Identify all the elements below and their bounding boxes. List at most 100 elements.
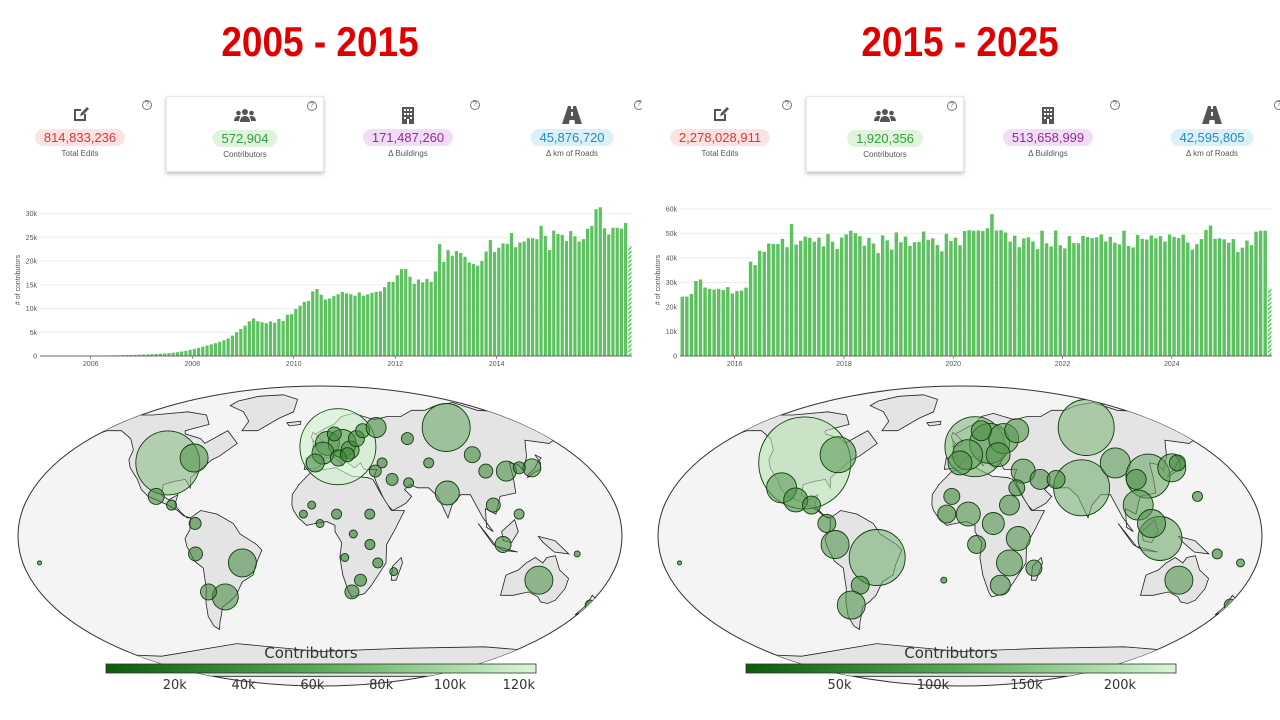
bar	[803, 236, 807, 356]
building-icon	[330, 106, 486, 126]
bar	[1217, 238, 1222, 356]
help-icon[interactable]: ?	[782, 100, 792, 110]
world-map-bubbles: Contributors 50k 100k 150k 200k	[657, 385, 1263, 693]
bar	[547, 250, 552, 356]
bar	[798, 240, 803, 356]
stat-card[interactable]: ? 45,876,720 Δ km of Roads	[494, 96, 650, 170]
bar	[590, 225, 594, 356]
bar	[120, 355, 125, 356]
bar	[716, 288, 721, 356]
stat-value: 171,487,260	[362, 129, 454, 146]
bar	[332, 296, 336, 356]
contributor-bubble	[339, 447, 355, 463]
help-icon[interactable]: ?	[142, 100, 152, 110]
bar	[689, 293, 694, 356]
x-tick-label: 2020	[945, 361, 961, 368]
bar	[1254, 231, 1258, 356]
bar	[201, 346, 205, 356]
contributor-bubble	[967, 535, 987, 554]
bar	[785, 247, 789, 356]
contributor-bubble	[37, 560, 42, 566]
bar	[235, 332, 239, 356]
bar	[175, 352, 180, 356]
bar	[885, 240, 889, 356]
help-icon[interactable]: ?	[470, 100, 480, 110]
bar	[1245, 240, 1249, 356]
contributor-bubble	[1005, 526, 1031, 551]
bar	[844, 234, 848, 356]
bar	[862, 245, 867, 356]
panel-2005-2015: 2005 - 2015 ? 814,833,236 Total Edits? 572,…	[2, 18, 644, 693]
contributor-bubble	[836, 590, 866, 620]
contributor-bubble	[1211, 548, 1223, 560]
bar	[767, 243, 771, 356]
stat-cards: ? 2,278,028,911 Total Edits? 1,920,356 Contr…	[640, 96, 1280, 172]
bar	[808, 237, 812, 356]
contributor-bubble	[307, 500, 317, 510]
stat-card[interactable]: ? 814,833,236 Total Edits	[2, 96, 158, 170]
bar	[735, 291, 739, 356]
bar	[349, 294, 353, 356]
x-tick-label: 2022	[1055, 361, 1071, 368]
contributor-bubble	[955, 501, 981, 527]
y-tick-label: 30k	[666, 280, 678, 287]
world-map-bubbles: Contributors 20k 40k 60k 80k 100k 120k	[17, 385, 623, 693]
contributor-bubble	[1168, 454, 1186, 472]
bar	[256, 321, 260, 356]
bar	[192, 348, 196, 357]
y-tick-label: 20k	[666, 304, 678, 311]
contributor-bubble	[985, 442, 1011, 468]
contributor-bubble	[820, 530, 850, 559]
stat-card[interactable]: ? 2,278,028,911 Total Edits	[642, 96, 798, 170]
bar	[858, 236, 862, 356]
contributor-bubble	[376, 457, 388, 469]
bar	[903, 236, 908, 356]
stat-card[interactable]: ? 572,904 Contributors	[166, 96, 324, 172]
contributor-bubble	[434, 480, 460, 506]
bar	[476, 265, 480, 356]
bar	[958, 245, 962, 356]
bar	[1172, 236, 1176, 356]
contributor-bubble	[485, 497, 501, 513]
help-icon[interactable]: ?	[307, 101, 317, 111]
stat-card[interactable]: ? 1,920,356 Contributors	[806, 96, 964, 172]
contributor-bubble	[365, 417, 387, 438]
bar	[509, 232, 514, 356]
bar	[163, 353, 167, 356]
bar	[953, 237, 958, 356]
bar	[1017, 247, 1021, 356]
contributor-bubble	[981, 512, 1005, 535]
stat-card[interactable]: ? 171,487,260 Δ Buildings	[330, 96, 486, 170]
contributor-bubble	[211, 583, 239, 611]
land-iceland	[286, 420, 302, 427]
bar	[429, 281, 433, 356]
help-icon[interactable]: ?	[1110, 100, 1120, 110]
bar	[230, 335, 234, 356]
contributor-bubble	[819, 436, 857, 474]
bar	[1263, 230, 1267, 356]
bar	[556, 233, 560, 356]
bar	[721, 290, 725, 356]
bar	[1208, 225, 1213, 356]
bar	[912, 242, 917, 356]
period-title: 2005 - 2015	[221, 18, 419, 65]
stat-card[interactable]: ? 42,595,805 Δ km of Roads	[1134, 96, 1280, 170]
legend-tick: 200k	[1104, 678, 1137, 693]
bar	[1154, 238, 1158, 356]
bar	[1140, 238, 1144, 356]
bar	[1008, 241, 1012, 356]
help-icon[interactable]: ?	[947, 101, 957, 111]
contributor-bubble	[677, 560, 682, 566]
contributor-bubble	[147, 487, 165, 505]
contributor-bubble	[354, 573, 367, 587]
x-tick-label: 2014	[489, 361, 505, 368]
stat-card[interactable]: ? 513,658,999 Δ Buildings	[970, 96, 1126, 170]
help-icon[interactable]: ?	[1274, 100, 1280, 110]
stat-label: Δ Buildings	[388, 149, 428, 158]
contributor-bubble	[400, 432, 414, 446]
contributor-bubble	[200, 583, 217, 601]
bar	[744, 287, 748, 356]
stat-label: Δ km of Roads	[1185, 149, 1239, 158]
bar	[826, 233, 830, 356]
bar	[188, 349, 192, 356]
